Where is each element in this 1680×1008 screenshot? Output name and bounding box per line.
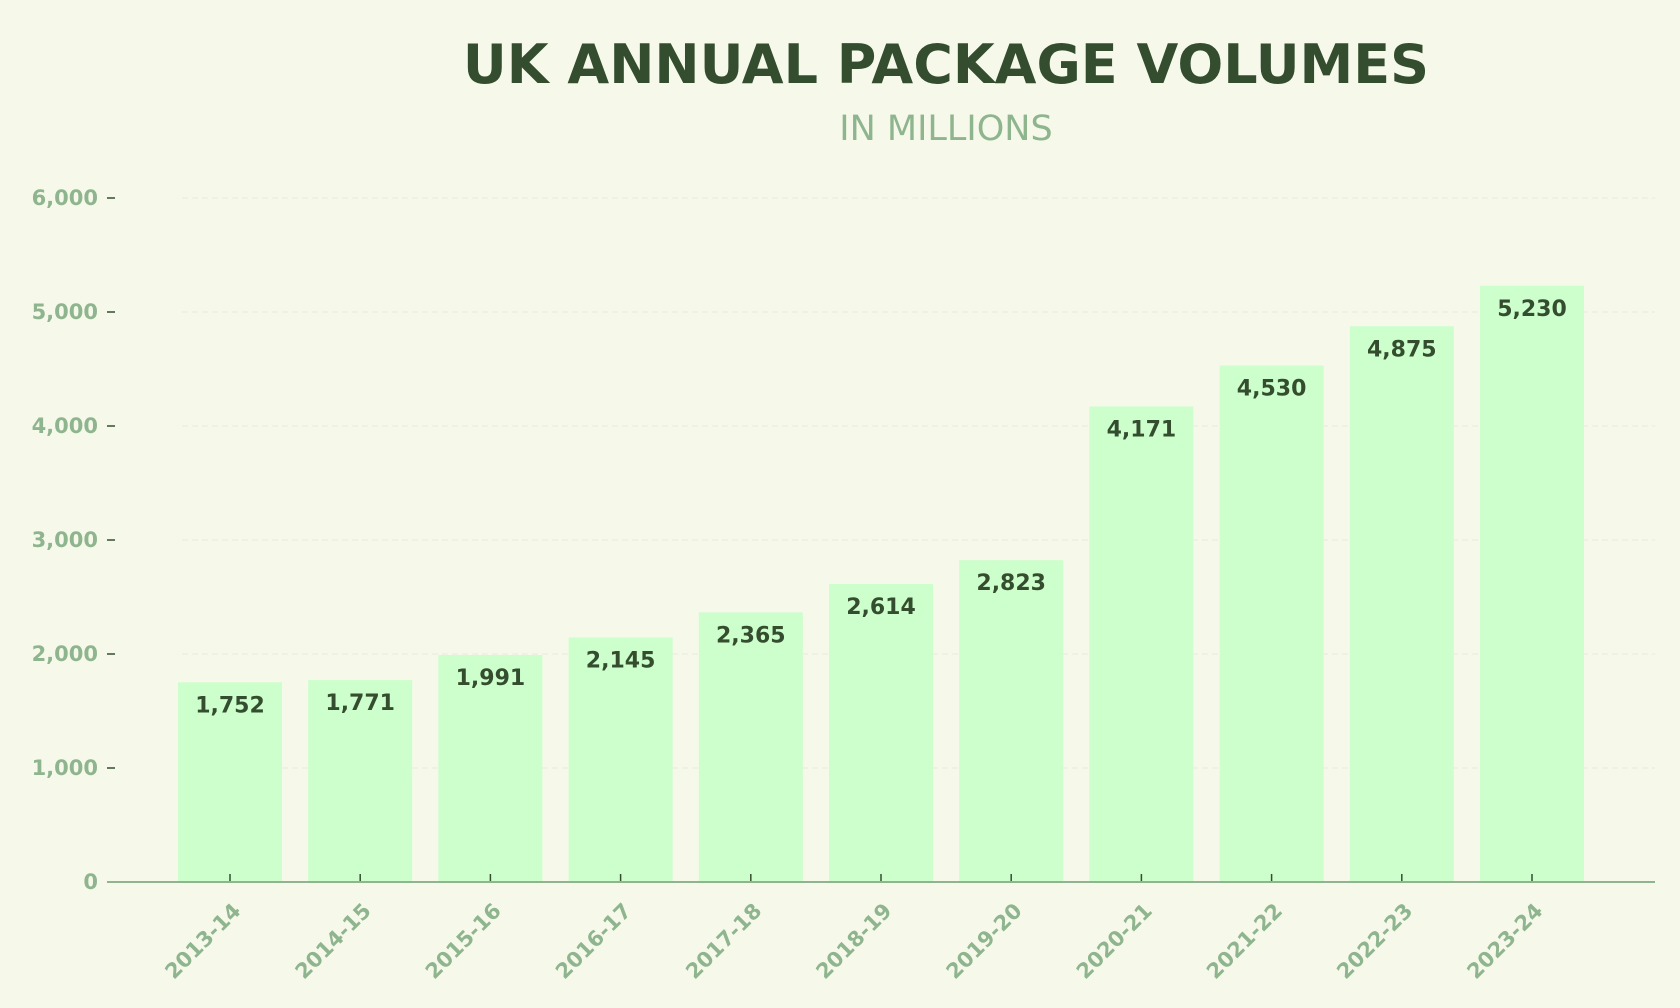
bar	[1480, 285, 1584, 882]
bar	[438, 655, 543, 882]
x-tick-label: 2021-22	[1202, 899, 1287, 984]
bar	[829, 584, 933, 882]
x-tick-label: 2017-18	[681, 899, 766, 984]
data-label: 2,145	[586, 648, 656, 673]
chart-title: UK ANNUAL PACKAGE VOLUMES	[463, 33, 1429, 96]
data-label: 1,771	[325, 691, 395, 716]
data-label: 2,823	[976, 571, 1046, 596]
x-tick-label: 2015-16	[421, 899, 506, 984]
x-tick-label: 2023-24	[1462, 899, 1547, 984]
y-tick-label: 6,000	[32, 186, 98, 210]
bar	[959, 560, 1064, 882]
y-tick-label: 2,000	[32, 642, 98, 666]
bars: 1,752 1,771 1,991 2,145 2,365 2,614 2,823 4,171…	[178, 285, 1584, 883]
y-tick-label: 4,000	[32, 414, 98, 438]
y-tick-label: 5,000	[32, 300, 98, 324]
bar	[1219, 365, 1324, 883]
bar	[1089, 406, 1194, 882]
x-tick-label: 2013-14	[160, 899, 245, 984]
data-label: 4,875	[1367, 337, 1437, 362]
gridlines	[182, 197, 1655, 769]
x-tick-label: 2016-17	[551, 899, 636, 984]
data-label: 5,230	[1497, 297, 1567, 322]
x-tick-label: 2018-19	[811, 899, 896, 984]
bar	[178, 682, 282, 882]
x-tick-label: 2014-15	[291, 899, 376, 984]
bar	[1349, 326, 1454, 882]
data-label: 4,530	[1237, 377, 1307, 402]
bar	[568, 637, 673, 882]
x-tick-label: 2022-23	[1332, 899, 1417, 984]
x-axis: 2013-14 2014-15 2015-16 2016-17 2017-18 2018-…	[107, 874, 1655, 984]
data-label: 2,614	[846, 595, 916, 620]
data-label: 1,752	[195, 693, 265, 718]
x-tick-label: 2019-20	[942, 899, 1027, 984]
data-label: 4,171	[1107, 418, 1177, 443]
y-tick-label: 3,000	[32, 528, 98, 552]
data-label: 1,991	[456, 666, 526, 691]
bar	[308, 680, 413, 882]
x-tick-label: 2020-21	[1072, 899, 1157, 984]
y-tick-label: 1,000	[32, 756, 98, 780]
y-axis: 0 1,000 2,000 3,000 4,000 5,000 6,000	[32, 186, 115, 894]
data-label: 2,365	[716, 623, 786, 648]
bar	[698, 612, 803, 882]
chart-subtitle: IN MILLIONS	[839, 109, 1052, 149]
y-tick-label: 0	[83, 870, 98, 894]
